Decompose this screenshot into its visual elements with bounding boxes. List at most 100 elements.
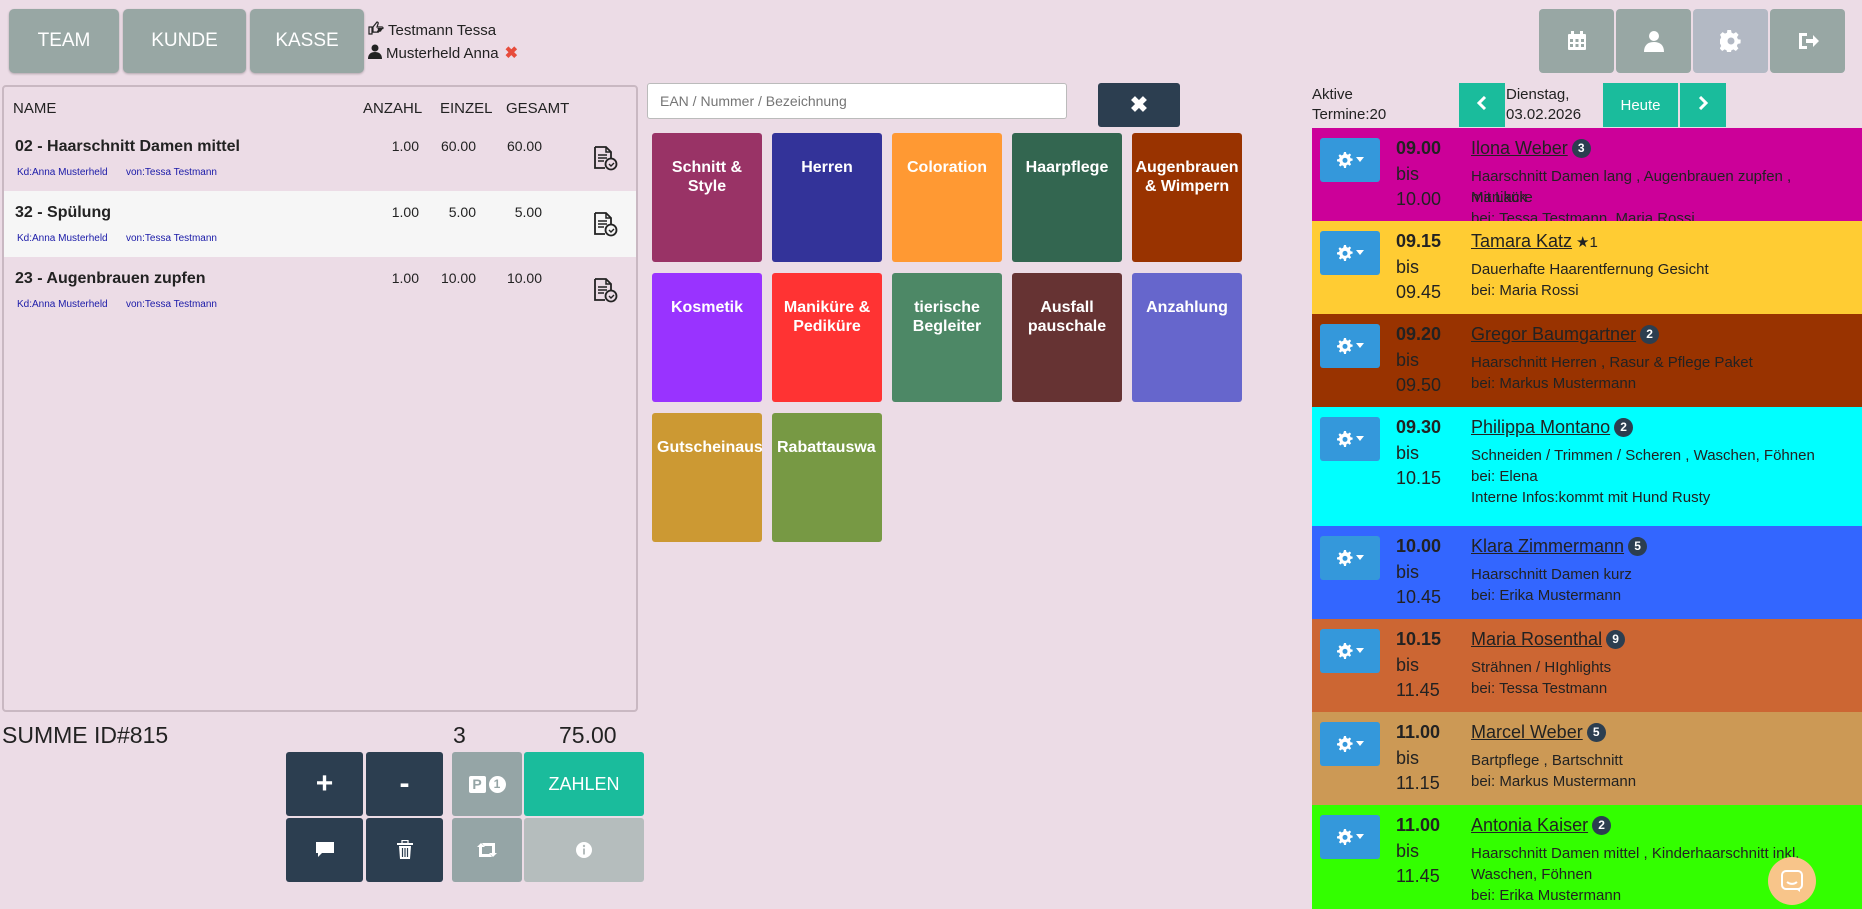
chat-launcher[interactable] (1768, 857, 1816, 905)
item-staff: von:Tessa Testmann (126, 299, 217, 310)
category-button[interactable]: Haarpflege (1012, 133, 1122, 262)
repeat-button[interactable] (452, 818, 522, 882)
today-button[interactable]: Heute (1603, 83, 1678, 127)
edit-document-icon[interactable] (592, 145, 618, 171)
comment-button[interactable] (286, 818, 363, 882)
search-input[interactable] (647, 83, 1067, 119)
hand-point-icon (368, 21, 384, 39)
customer-name-link[interactable]: Antonia Kaiser (1471, 815, 1589, 835)
delete-button[interactable] (366, 818, 443, 882)
next-day-button[interactable] (1680, 83, 1726, 127)
active-label: Aktive (1312, 86, 1353, 103)
customer-name-link[interactable]: Marcel Weber (1471, 722, 1583, 742)
visit-count-badge: 2 (1640, 325, 1660, 344)
appointment-customer[interactable]: Tamara Katz ★1 (1471, 231, 1598, 252)
appointment-end: 10.15 (1396, 468, 1442, 488)
edit-document-icon[interactable] (592, 277, 618, 303)
category-button[interactable]: Kosmetik (652, 273, 762, 402)
appointment-customer[interactable]: Ilona Weber 3 (1471, 138, 1591, 159)
table-row[interactable]: 23 - Augenbrauen zupfen 1.00 10.00 10.00 Kd:… (4, 257, 636, 323)
appointment-customer[interactable]: Klara Zimmermann 5 (1471, 536, 1648, 557)
appointment-customer[interactable]: Maria Rosenthal 9 (1471, 629, 1626, 650)
customer-name-link[interactable]: Tamara Katz (1471, 231, 1573, 251)
table-row[interactable]: 02 - Haarschnitt Damen mittel 1.00 60.00 60… (4, 125, 636, 191)
info-button[interactable] (524, 818, 644, 882)
profile-button[interactable] (1616, 9, 1691, 73)
customer-name-link[interactable]: Philippa Montano (1471, 417, 1611, 437)
item-gesamt: 5.00 (514, 204, 542, 220)
appointment-start: 11.00 (1396, 722, 1441, 742)
appointment-settings-button[interactable] (1320, 231, 1380, 275)
appointment-customer[interactable]: Gregor Baumgartner 2 (1471, 324, 1660, 345)
category-button[interactable]: Schnitt & Style (652, 133, 762, 262)
category-button[interactable]: Coloration (892, 133, 1002, 262)
appointment-bis: bis (1396, 257, 1420, 277)
category-button[interactable]: Herren (772, 133, 882, 262)
appointment-detail: bei: Elena (1471, 468, 1538, 485)
item-name: 32 - Spülung (15, 204, 111, 221)
appointment-customer[interactable]: Marcel Weber 5 (1471, 722, 1606, 743)
edit-document-icon[interactable] (592, 211, 618, 237)
category-button[interactable]: Gutscheinaus (652, 413, 762, 542)
item-name: 02 - Haarschnitt Damen mittel (15, 138, 240, 155)
appointment-customer[interactable]: Philippa Montano 2 (1471, 417, 1634, 438)
logout-button[interactable] (1770, 9, 1845, 73)
calendar-icon (1567, 31, 1586, 50)
appointment-settings-button[interactable] (1320, 138, 1380, 182)
appointment-detail: Haarschnitt Herren , Rasur & Pflege Pake… (1471, 354, 1753, 371)
remove-customer-icon[interactable]: ✖ (504, 45, 518, 62)
park-button[interactable]: P 1 (452, 752, 522, 816)
kasse-button[interactable]: KASSE (250, 9, 364, 73)
prev-day-button[interactable] (1459, 83, 1505, 127)
appointment-card[interactable]: 09.30 bis 10.15 Philippa Montano 2 Schneiden … (1312, 407, 1862, 526)
customer-name-link[interactable]: Ilona Weber (1471, 138, 1568, 158)
appointment-detail: Bartpflege , Bartschnitt (1471, 752, 1623, 769)
appointment-card[interactable]: 09.15 bis 09.45 Tamara Katz ★1 Dauerhafte Haa… (1312, 221, 1862, 314)
appointment-card[interactable]: 09.00 bis 10.00 Ilona Weber 3 Haarschnitt Dam… (1312, 128, 1862, 227)
appointment-settings-button[interactable] (1320, 722, 1380, 766)
appointment-bis: bis (1396, 841, 1420, 861)
appointment-settings-button[interactable] (1320, 324, 1380, 368)
appointment-settings-button[interactable] (1320, 536, 1380, 580)
category-button[interactable]: Maniküre & Pediküre (772, 273, 882, 402)
appointment-start: 09.15 (1396, 231, 1442, 251)
category-button[interactable]: Rabattauswa (772, 413, 882, 542)
team-button[interactable]: TEAM (9, 9, 119, 73)
category-button[interactable]: Ausfall pauschale (1012, 273, 1122, 402)
appointment-card[interactable]: 11.00 bis 11.15 Marcel Weber 5 Bartpflege , B… (1312, 712, 1862, 805)
clear-search-button[interactable]: ✖ (1098, 83, 1180, 127)
appointment-end: 11.15 (1396, 773, 1440, 793)
item-einzel: 5.00 (448, 204, 476, 220)
item-gesamt: 60.00 (506, 138, 542, 154)
parking-icon: P (468, 775, 486, 793)
appointment-settings-button[interactable] (1320, 417, 1380, 461)
kunde-button[interactable]: KUNDE (123, 9, 246, 73)
calendar-button[interactable] (1539, 9, 1614, 73)
increase-button[interactable]: + (286, 752, 363, 816)
customer-name-link[interactable]: Gregor Baumgartner (1471, 324, 1637, 344)
customer-name-link[interactable]: Maria Rosenthal (1471, 629, 1603, 649)
item-anzahl: 1.00 (391, 270, 419, 286)
appointment-settings-button[interactable] (1320, 629, 1380, 673)
appointment-detail: mit Lack (1471, 189, 1527, 206)
category-button[interactable]: Anzahlung (1132, 273, 1242, 402)
appointment-customer[interactable]: Antonia Kaiser 2 (1471, 815, 1612, 836)
appointment-card[interactable]: 09.20 bis 09.50 Gregor Baumgartner 2 Haarschn… (1312, 314, 1862, 407)
pay-button[interactable]: ZAHLEN (524, 752, 644, 816)
appointment-detail: bei: Erika Mustermann (1471, 587, 1622, 604)
appointment-card[interactable]: 10.15 bis 11.45 Maria Rosenthal 9 Strähnen / … (1312, 619, 1862, 712)
category-button[interactable]: tierische Begleiter (892, 273, 1002, 402)
col-gesamt: GESAMT (506, 100, 570, 117)
settings-button[interactable] (1693, 9, 1768, 73)
date-value: 03.02.2026 (1506, 106, 1582, 123)
appointments-count: Termine:20 (1312, 106, 1387, 123)
appointment-bis: bis (1396, 443, 1420, 463)
appointment-detail: Dauerhafte Haarentfernung Gesicht (1471, 261, 1709, 278)
category-button[interactable]: Augenbrauen & Wimpern (1132, 133, 1242, 262)
appointment-card[interactable]: 10.00 bis 10.45 Klara Zimmermann 5 Haarschnit… (1312, 526, 1862, 619)
decrease-button[interactable]: - (366, 752, 443, 816)
appointment-settings-button[interactable] (1320, 815, 1380, 859)
table-row[interactable]: 32 - Spülung 1.00 5.00 5.00 Kd:Anna Musterhe… (4, 191, 636, 257)
settings-icon (1719, 30, 1741, 52)
customer-name-link[interactable]: Klara Zimmermann (1471, 536, 1625, 556)
